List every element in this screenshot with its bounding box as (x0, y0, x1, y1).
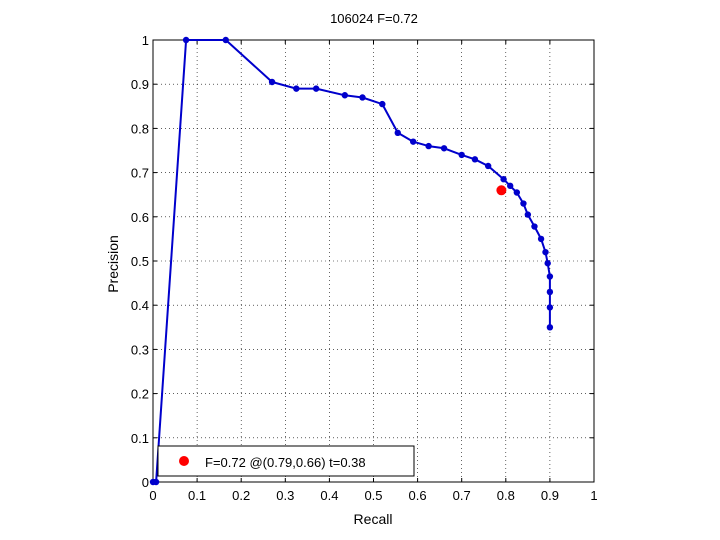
best-f-marker (496, 185, 507, 196)
chart-title: 106024 F=0.72 (330, 11, 418, 26)
axis-ticks: 0 0.1 0.2 0.3 0.4 0.5 0.6 0.7 0.8 0.9 1 0 0.1 0.2 0.3 0… (131, 33, 598, 503)
pr-curve-point (537, 235, 545, 243)
pr-curve-point (546, 304, 554, 311)
pr-curve-point (531, 223, 538, 230)
pr-curve-point (149, 478, 157, 486)
plot-frame (152, 39, 595, 483)
pr-curve-point (440, 145, 448, 152)
y-tick-label: 0.9 (131, 77, 149, 92)
pr-curve-point (546, 273, 554, 280)
pr-curve-point (544, 260, 551, 267)
pr-curve-point (484, 162, 492, 170)
pr-curve-point (500, 176, 507, 183)
best-f-marker-group (496, 185, 507, 196)
x-tick-label: 0.9 (541, 488, 559, 503)
pr-curve (149, 36, 554, 486)
pr-curve-point (359, 94, 366, 101)
pr-curve-point (471, 156, 479, 163)
x-tick-label: 1 (590, 488, 597, 503)
y-tick-label: 0.3 (131, 342, 149, 357)
pr-curve-point (293, 85, 300, 92)
pr-curve-point (546, 288, 554, 296)
y-tick-label: 0.6 (131, 210, 149, 225)
legend-box (157, 445, 415, 477)
pr-curve-point (425, 142, 432, 150)
y-tick-label: 0.7 (131, 166, 149, 181)
y-axis-label: Precision (105, 235, 121, 293)
pr-curve-point (341, 92, 349, 99)
x-tick-label: 0.5 (364, 488, 382, 503)
pr-curve-point (312, 85, 320, 92)
pr-curve-point (379, 100, 386, 108)
pr-curve-point (409, 138, 417, 145)
y-tick-label: 0.5 (131, 254, 149, 269)
x-axis-label: Recall (354, 511, 393, 527)
pr-curve-point (520, 200, 527, 207)
x-tick-label: 0.7 (453, 488, 471, 503)
pr-curve-point (542, 248, 549, 256)
x-tick-label: 0.4 (320, 488, 338, 503)
pr-curve-point (458, 151, 465, 159)
y-tick-label: 0.4 (131, 298, 149, 313)
pr-curve-point (546, 324, 554, 331)
x-tick-label: 0.3 (276, 488, 294, 503)
x-tick-label: 0.1 (188, 488, 206, 503)
y-tick-label: 0.2 (131, 387, 149, 402)
pr-curve-point (222, 36, 229, 44)
legend-label: F=0.72 @(0.79,0.66) t=0.38 (205, 455, 366, 470)
pr-curve-point (507, 182, 514, 190)
y-tick-label: 0.1 (131, 431, 149, 446)
legend: F=0.72 @(0.79,0.66) t=0.38 (157, 445, 415, 477)
pr-curve-point (513, 189, 521, 196)
x-tick-label: 0 (149, 488, 156, 503)
y-tick-label: 0 (142, 475, 149, 490)
y-tick-label: 1 (142, 33, 149, 48)
pr-curve-point (268, 78, 276, 86)
x-tick-label: 0.6 (409, 488, 427, 503)
pr-curve-point (524, 211, 532, 218)
pr-curve-point (182, 36, 190, 44)
x-tick-label: 0.8 (497, 488, 515, 503)
x-tick-label: 0.2 (232, 488, 250, 503)
legend-marker (179, 456, 189, 466)
y-tick-label: 0.8 (131, 121, 149, 136)
pr-curve-point (394, 129, 401, 137)
